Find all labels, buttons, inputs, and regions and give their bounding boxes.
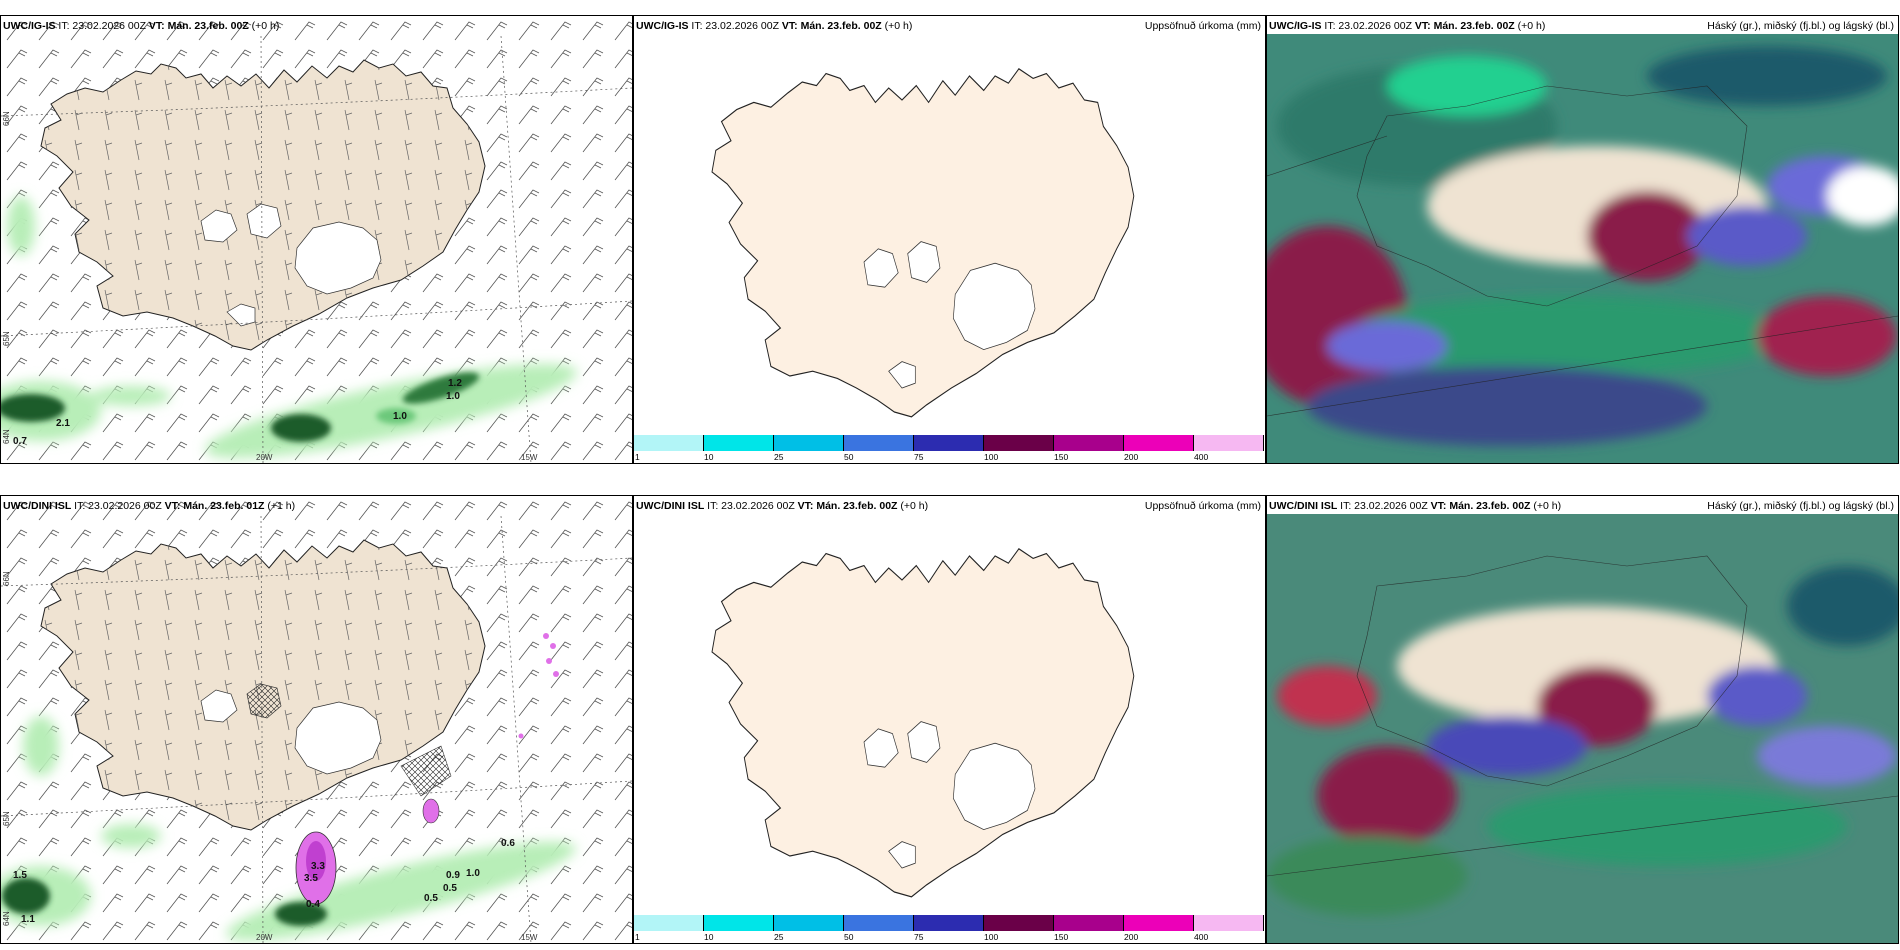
cloud-map bbox=[1267, 34, 1898, 463]
colorbar-label: 10 bbox=[704, 452, 714, 462]
wind-map bbox=[1, 496, 632, 943]
colorbar-segment bbox=[704, 915, 774, 931]
panel-header: UWC/DINI ISL IT: 23.02.2026 00Z VT: Mán.… bbox=[636, 500, 929, 512]
precip-map-panel[interactable]: UWC/IG-IS IT: 23.02.2026 00Z VT: Mán. 23… bbox=[633, 15, 1266, 464]
colorbar-label: 1 bbox=[635, 452, 640, 462]
colorbar-segment bbox=[1194, 435, 1264, 451]
panel-header: UWC/DINI ISL IT: 23.02.2026 00Z VT: Mán.… bbox=[1269, 500, 1562, 512]
wind-value: 3.3 bbox=[311, 861, 325, 872]
cloud-title: Háský (gr.), miðský (fj.bl.) og lágský (… bbox=[1707, 500, 1894, 512]
wind-map-panel[interactable]: UWC/DINI ISL IT: 23.02.2026 00Z VT: Mán.… bbox=[0, 495, 633, 944]
wind-value: 0.5 bbox=[443, 883, 457, 894]
colorbar-segment bbox=[914, 915, 984, 931]
lat-label-64n: 64N bbox=[2, 911, 11, 926]
colorbar-label: 150 bbox=[1054, 932, 1069, 942]
precip-title: Uppsöfnuð úrkoma (mm) bbox=[1144, 500, 1261, 512]
wind-value: 1.0 bbox=[466, 868, 480, 879]
colorbar-label: 400 bbox=[1194, 932, 1209, 942]
colorbar-segment bbox=[1124, 915, 1194, 931]
cloud-map bbox=[1267, 514, 1898, 943]
lon-label-20w: 20W bbox=[256, 453, 273, 462]
colorbar-label: 200 bbox=[1124, 932, 1139, 942]
colorbar-segment bbox=[634, 915, 704, 931]
panel-header: UWC/DINI ISL IT: 23.02.2026 00Z VT: Mán.… bbox=[3, 500, 296, 512]
wind-value: 0.6 bbox=[501, 838, 515, 849]
colorbar-label: 150 bbox=[1054, 452, 1069, 462]
precip-map bbox=[711, 548, 1135, 898]
colorbar-segment bbox=[774, 915, 844, 931]
colorbar bbox=[634, 915, 1264, 931]
colorbar-segment bbox=[1054, 435, 1124, 451]
colorbar-segment bbox=[844, 915, 914, 931]
cloud-map-panel[interactable]: UWC/DINI ISL IT: 23.02.2026 00Z VT: Mán.… bbox=[1266, 495, 1899, 944]
colorbar-segment bbox=[1054, 915, 1124, 931]
colorbar-segment bbox=[844, 435, 914, 451]
wind-map-panel[interactable]: UWC/IG-IS IT: 23.02.2026 00Z VT: Mán. 23… bbox=[0, 15, 633, 464]
wind-value: 1.2 bbox=[448, 378, 462, 389]
colorbar-label: 50 bbox=[844, 452, 854, 462]
colorbar-label: 200 bbox=[1124, 452, 1139, 462]
lat-label-66n: 66N bbox=[2, 571, 11, 586]
precip-map-panel[interactable]: UWC/DINI ISL IT: 23.02.2026 00Z VT: Mán.… bbox=[633, 495, 1266, 944]
panel-header: UWC/IG-IS IT: 23.02.2026 00Z VT: Mán. 23… bbox=[636, 20, 913, 32]
colorbar-label: 25 bbox=[774, 452, 784, 462]
panel-header: UWC/IG-IS IT: 23.02.2026 00Z VT: Mán. 23… bbox=[3, 20, 280, 32]
precip-title: Uppsöfnuð úrkoma (mm) bbox=[1144, 20, 1261, 32]
colorbar-segment bbox=[774, 435, 844, 451]
lat-label-64n: 64N bbox=[2, 429, 11, 444]
colorbar-label: 10 bbox=[704, 932, 714, 942]
wind-value: 1.1 bbox=[21, 914, 35, 925]
colorbar-label: 400 bbox=[1194, 452, 1209, 462]
colorbar-label: 50 bbox=[844, 932, 854, 942]
lon-label-15w: 15W bbox=[521, 453, 538, 462]
colorbar-label: 1 bbox=[635, 932, 640, 942]
colorbar-label: 75 bbox=[914, 932, 924, 942]
wind-value: 0.9 bbox=[446, 870, 460, 881]
colorbar-segment bbox=[984, 915, 1054, 931]
colorbar-segment bbox=[634, 435, 704, 451]
cloud-map-panel[interactable]: UWC/IG-IS IT: 23.02.2026 00Z VT: Mán. 23… bbox=[1266, 15, 1899, 464]
colorbar-labels: 1 10 25 50 75 100 150 200 400 bbox=[634, 452, 1264, 462]
graticule bbox=[1, 35, 632, 463]
wind-value: 0.5 bbox=[424, 893, 438, 904]
wind-value: 0.7 bbox=[13, 436, 27, 447]
colorbar-segment bbox=[704, 435, 774, 451]
colorbar-segment bbox=[1124, 435, 1194, 451]
lat-label-65n: 65N bbox=[2, 331, 11, 346]
colorbar-segment bbox=[914, 435, 984, 451]
lat-label-66n: 66N bbox=[2, 111, 11, 126]
wind-value: 1.0 bbox=[393, 411, 407, 422]
lon-label-15w: 15W bbox=[521, 933, 538, 942]
wind-value: 3.5 bbox=[304, 873, 318, 884]
colorbar-label: 100 bbox=[984, 452, 999, 462]
cloud-title: Háský (gr.), miðský (fj.bl.) og lágský (… bbox=[1707, 20, 1894, 32]
precip-cores bbox=[1, 372, 480, 442]
colorbar-segment bbox=[1194, 915, 1264, 931]
colorbar-label: 100 bbox=[984, 932, 999, 942]
wind-value: 1.5 bbox=[13, 870, 27, 881]
colorbar-label: 25 bbox=[774, 932, 784, 942]
wind-value: 0.4 bbox=[306, 899, 320, 910]
wind-value: 2.1 bbox=[56, 418, 70, 429]
lat-label-65n: 65N bbox=[2, 811, 11, 826]
wind-value: 1.0 bbox=[446, 391, 460, 402]
precip-map bbox=[711, 68, 1135, 418]
colorbar-segment bbox=[984, 435, 1054, 451]
lon-label-20w: 20W bbox=[256, 933, 273, 942]
colorbar bbox=[634, 435, 1264, 451]
wind-map bbox=[1, 16, 632, 463]
panel-header: UWC/IG-IS IT: 23.02.2026 00Z VT: Mán. 23… bbox=[1269, 20, 1546, 32]
colorbar-label: 75 bbox=[914, 452, 924, 462]
colorbar-labels: 1 10 25 50 75 100 150 200 400 bbox=[634, 932, 1264, 942]
